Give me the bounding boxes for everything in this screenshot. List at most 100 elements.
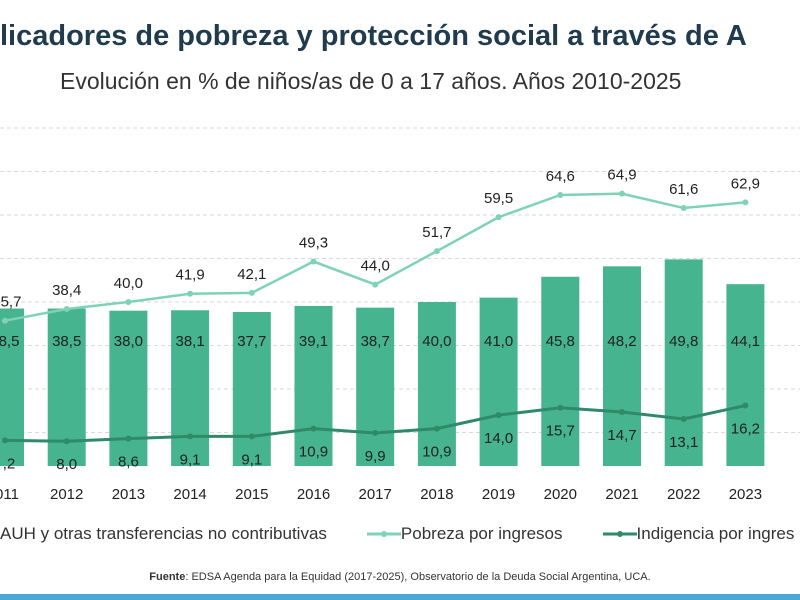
bar-auh [171, 310, 210, 466]
bar-auh [417, 302, 456, 466]
x-tick-label: 2014 [173, 486, 206, 503]
label-pobreza: 38,4 [52, 282, 81, 299]
label-auh: 49,8 [669, 333, 698, 350]
legend-item-auh: AUH y otras transferencias no contributi… [0, 524, 327, 543]
point-pobreza [125, 299, 132, 305]
bar-auh [726, 284, 765, 466]
label-auh: 45,8 [546, 333, 575, 350]
point-pobreza [433, 248, 440, 255]
label-indigencia: 14,7 [607, 427, 636, 444]
point-indigencia [187, 433, 194, 440]
point-pobreza [310, 258, 317, 265]
point-indigencia [619, 409, 625, 416]
chart-subtitle: Evolución en % de niños/as de 0 a 17 año… [60, 68, 682, 94]
x-tick-label: 2015 [235, 486, 268, 503]
x-tick-label: 2020 [544, 486, 577, 503]
label-indigencia: 9,1 [180, 451, 201, 468]
bar-auh [294, 305, 333, 466]
x-tick-label: 2017 [359, 486, 392, 503]
label-pobreza: 44,0 [361, 258, 390, 275]
label-auh: 38,0 [114, 333, 143, 350]
label-indigencia: 14,0 [484, 430, 513, 447]
x-tick-label: 2016 [297, 486, 330, 503]
label-pobreza: 42,1 [237, 266, 266, 283]
x-tick-label: 2012 [50, 486, 83, 503]
source-note: Fuente: EDSA Agenda para la Equidad (201… [0, 571, 800, 583]
label-indigencia: 8,0 [56, 456, 77, 473]
chart-title: licadores de pobreza y protección social… [0, 20, 747, 52]
label-pobreza: 64,9 [607, 167, 636, 184]
point-pobreza [557, 191, 564, 198]
point-indigencia [125, 435, 132, 442]
legend-line-pobreza-icon [366, 531, 401, 537]
label-pobreza: 5,7 [1, 294, 22, 311]
label-pobreza: 59,5 [484, 190, 513, 207]
point-pobreza [619, 190, 625, 197]
label-pobreza: 40,0 [114, 275, 143, 292]
x-tick-label: 2022 [667, 486, 700, 503]
bar-auh [232, 312, 271, 466]
legend: AUH y otras transferencias no contributi… [0, 524, 794, 544]
point-indigencia [63, 438, 70, 445]
label-auh: 38,1 [175, 333, 204, 350]
point-pobreza [63, 305, 70, 312]
bar-auh [479, 297, 518, 466]
point-indigencia [310, 425, 317, 432]
label-auh: 37,7 [237, 333, 266, 350]
source-text: : EDSA Agenda para la Equidad (2017-2025… [185, 571, 651, 583]
point-pobreza [495, 214, 502, 221]
label-pobreza: 64,6 [546, 168, 575, 185]
label-pobreza: 51,7 [422, 224, 451, 241]
point-pobreza [2, 317, 8, 324]
legend-item-indigencia: Indigencia por ingres [636, 524, 795, 543]
label-auh: 38,7 [361, 333, 390, 350]
point-indigencia [742, 402, 749, 409]
point-pobreza [248, 289, 255, 296]
point-indigencia [557, 404, 564, 411]
bar-auh [541, 276, 580, 466]
point-pobreza [372, 281, 379, 288]
label-indigencia: 16,2 [731, 421, 760, 438]
label-pobreza: 61,6 [669, 181, 698, 198]
bottom-bar [0, 594, 800, 600]
point-indigencia [2, 437, 8, 444]
label-indigencia: 8,6 [118, 454, 139, 471]
point-indigencia [680, 416, 687, 423]
x-tick-label: 2021 [605, 486, 638, 503]
label-pobreza: 41,9 [175, 267, 204, 284]
point-indigencia [248, 433, 255, 440]
point-pobreza [187, 290, 194, 297]
x-tick-label: 2013 [112, 486, 145, 503]
label-pobreza: 49,3 [299, 235, 328, 252]
x-tick-label: 2019 [482, 486, 515, 503]
label-auh: 40,0 [422, 333, 451, 350]
label-auh: 41,0 [484, 333, 513, 350]
label-indigencia: 10,9 [299, 444, 328, 461]
label-auh: 44,1 [731, 333, 760, 350]
source-label: Fuente [149, 571, 186, 583]
bar-auh [603, 266, 641, 466]
point-indigencia [372, 429, 379, 436]
label-indigencia: ,2 [3, 455, 16, 472]
legend-item-pobreza: Pobreza por ingresos [400, 524, 563, 543]
chart: 8,5 38,5 38,0 38,1 37,7 39,1 38,7 40,0 41,0 45,8 4… [0, 127, 800, 503]
point-pobreza [742, 199, 749, 206]
label-auh: 48,2 [607, 333, 636, 350]
bar-auh [664, 259, 703, 466]
label-auh: 38,5 [52, 333, 81, 350]
label-indigencia: 10,9 [422, 444, 451, 461]
x-tick-label: 011 [0, 486, 19, 503]
x-tick-label: 2018 [420, 486, 453, 503]
label-indigencia: 13,1 [669, 434, 698, 451]
bar-auh [356, 307, 395, 466]
point-indigencia [495, 412, 502, 419]
label-pobreza: 62,9 [731, 175, 760, 192]
label-auh: 8,5 [0, 333, 19, 350]
point-indigencia [433, 425, 440, 432]
x-tick-label: 2023 [729, 486, 762, 503]
label-indigencia: 9,1 [241, 451, 262, 468]
label-auh: 39,1 [299, 333, 328, 350]
label-indigencia: 9,9 [365, 448, 386, 465]
label-indigencia: 15,7 [546, 423, 575, 440]
point-pobreza [680, 205, 687, 212]
